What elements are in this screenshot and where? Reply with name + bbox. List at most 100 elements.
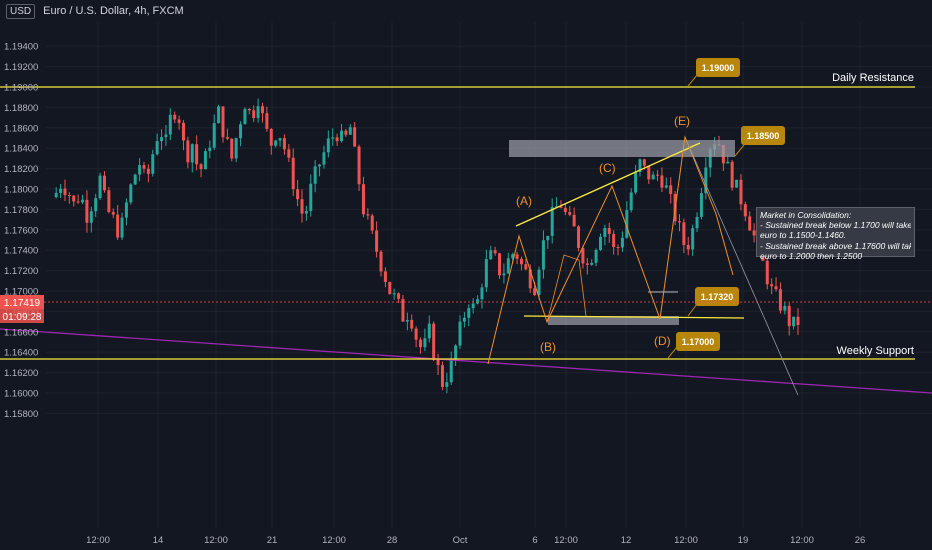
candle-body (239, 124, 243, 139)
candle-body (111, 211, 115, 215)
candle-body (585, 263, 589, 265)
candle-body (581, 248, 585, 264)
price-tick: 1.17200 (4, 266, 38, 277)
wave-label-e: (E) (674, 114, 690, 128)
candle-body (519, 258, 523, 265)
candle-body (89, 211, 93, 223)
wave-label-c: (C) (599, 161, 616, 175)
time-tick: 6 (532, 535, 537, 546)
candle-body (142, 165, 146, 169)
candle-body (634, 171, 638, 193)
candle-body (322, 152, 326, 165)
time-tick: 12:00 (790, 535, 814, 546)
svg-text:1.17000: 1.17000 (682, 337, 715, 347)
price-tick: 1.16200 (4, 368, 38, 379)
svg-text:1.19000: 1.19000 (702, 63, 735, 73)
candle-body (243, 108, 247, 125)
candle-body (647, 165, 651, 180)
candle-body (704, 167, 708, 194)
candle-body (63, 188, 67, 196)
candle-body (691, 228, 695, 250)
candle-body (177, 119, 181, 123)
chart-grid (46, 22, 932, 528)
candle-body (471, 303, 475, 309)
candle-body (436, 359, 440, 366)
candle-body (748, 216, 752, 231)
candle-body (489, 250, 493, 260)
candle-body (81, 199, 85, 203)
candle-body (383, 271, 387, 282)
candle-body (146, 168, 150, 174)
candle-body (568, 212, 572, 215)
candle-body (208, 147, 212, 152)
price-tick: 1.16600 (4, 327, 38, 338)
candle-body (287, 149, 291, 158)
candle-body (107, 190, 111, 212)
candle-body (76, 201, 80, 203)
candle-body (770, 284, 774, 287)
price-tick: 1.16000 (4, 389, 38, 400)
projection-line (684, 136, 799, 396)
candle-body (699, 193, 703, 217)
candle-body (607, 228, 611, 234)
candle-body (212, 123, 216, 148)
candle-body (419, 339, 423, 348)
candle-body (217, 106, 221, 124)
candle-body (480, 287, 484, 300)
wave-label-d: (D) (654, 334, 671, 348)
currency-badge[interactable]: USD (6, 3, 36, 19)
price-tick: 1.18200 (4, 164, 38, 175)
wave-label-b: (B) (540, 340, 556, 354)
candle-body (735, 179, 739, 188)
candle-body (282, 138, 286, 150)
candle-body (309, 183, 313, 211)
price-tick: 1.19400 (4, 42, 38, 53)
candle-body (432, 323, 436, 360)
candle-body (370, 215, 374, 231)
note-line: euro to 1.2000 then 1.2500 (760, 250, 863, 261)
candle-body (476, 299, 480, 304)
candle-body (629, 192, 633, 211)
price-tick: 1.19000 (4, 83, 38, 94)
candle-body (138, 165, 142, 175)
wave-path-2 (546, 254, 587, 323)
candle-body (449, 358, 453, 383)
candle-body (291, 157, 295, 190)
candle-body (256, 106, 260, 118)
time-axis: 12:00 14 12:00 21 12:00 28 Oct 6 12:00 12 12:00 19 1… (86, 535, 865, 546)
candle-body (598, 236, 602, 250)
time-tick: Oct (453, 535, 468, 546)
candle-body (515, 254, 519, 259)
daily-resistance-label: Daily Resistance (832, 72, 914, 84)
candle-body (467, 308, 471, 318)
analysis-note[interactable]: Market in Consolidation: - Sustained bre… (756, 207, 915, 261)
candle-body (221, 106, 225, 138)
candle-body (392, 293, 396, 295)
candle-body (155, 141, 159, 155)
time-tick: 19 (738, 535, 749, 546)
candle-body (612, 233, 616, 248)
candle-body (265, 113, 269, 129)
price-tick: 1.17000 (4, 287, 38, 298)
candle-body (318, 164, 322, 167)
candle-body (792, 316, 796, 327)
candle-body (94, 198, 98, 212)
candle-body (752, 230, 756, 236)
candle-body (388, 281, 392, 295)
candle-body (427, 323, 431, 339)
svg-text:01:09:28: 01:09:28 (3, 312, 42, 323)
candle-body (379, 251, 383, 272)
wave-label-a: (A) (516, 194, 532, 208)
candle-body (616, 247, 620, 249)
time-tick: 12:00 (322, 535, 346, 546)
candle-body (498, 253, 502, 276)
lower-wedge-line (523, 315, 745, 319)
time-tick: 14 (153, 535, 164, 546)
candle-body (528, 269, 532, 289)
wave-labels: (A) (B) (C) (D) (E) (516, 114, 690, 354)
candle-body (124, 202, 128, 218)
price-tick: 1.15800 (4, 409, 38, 420)
price-tick: 1.19200 (4, 62, 38, 73)
price-tag-1 (696, 58, 740, 77)
